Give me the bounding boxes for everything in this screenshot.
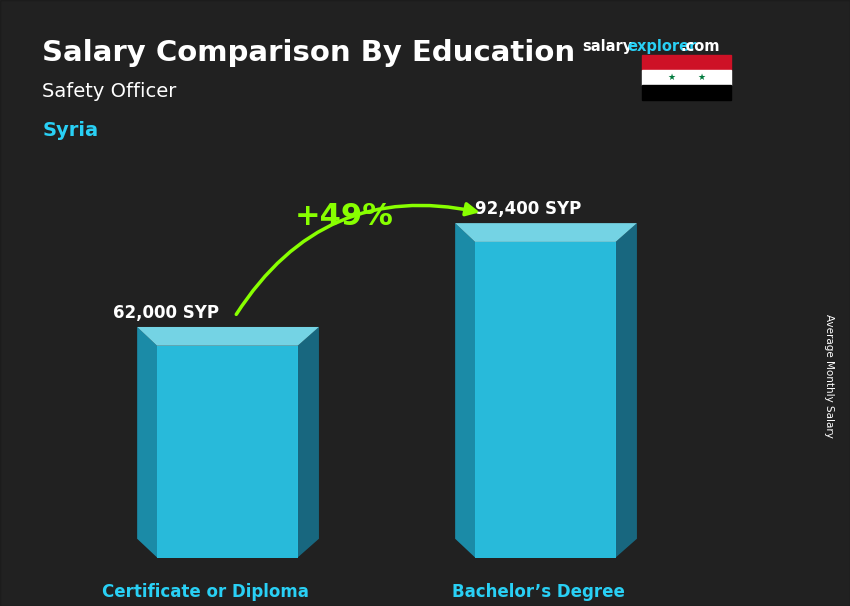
- Text: .com: .com: [680, 39, 719, 55]
- Polygon shape: [137, 327, 157, 558]
- Text: 62,000 SYP: 62,000 SYP: [113, 304, 218, 322]
- Text: Safety Officer: Safety Officer: [42, 82, 177, 101]
- Bar: [642, 55, 731, 70]
- Polygon shape: [157, 346, 298, 558]
- Polygon shape: [455, 223, 637, 242]
- Text: Certificate or Diploma: Certificate or Diploma: [102, 583, 309, 601]
- Polygon shape: [615, 223, 637, 558]
- Text: Salary Comparison By Education: Salary Comparison By Education: [42, 39, 575, 67]
- Text: ★: ★: [698, 73, 705, 82]
- Bar: [642, 85, 731, 100]
- Text: ★: ★: [667, 73, 675, 82]
- Polygon shape: [455, 223, 475, 558]
- Polygon shape: [137, 327, 319, 346]
- Text: +49%: +49%: [294, 202, 394, 231]
- Text: Syria: Syria: [42, 121, 99, 140]
- Bar: [642, 70, 731, 85]
- Text: Bachelor’s Degree: Bachelor’s Degree: [451, 583, 625, 601]
- Text: explorer: explorer: [627, 39, 697, 55]
- Polygon shape: [475, 242, 615, 558]
- Text: 92,400 SYP: 92,400 SYP: [475, 200, 581, 218]
- Text: Average Monthly Salary: Average Monthly Salary: [824, 314, 834, 438]
- Polygon shape: [298, 327, 319, 558]
- Text: salary: salary: [582, 39, 632, 55]
